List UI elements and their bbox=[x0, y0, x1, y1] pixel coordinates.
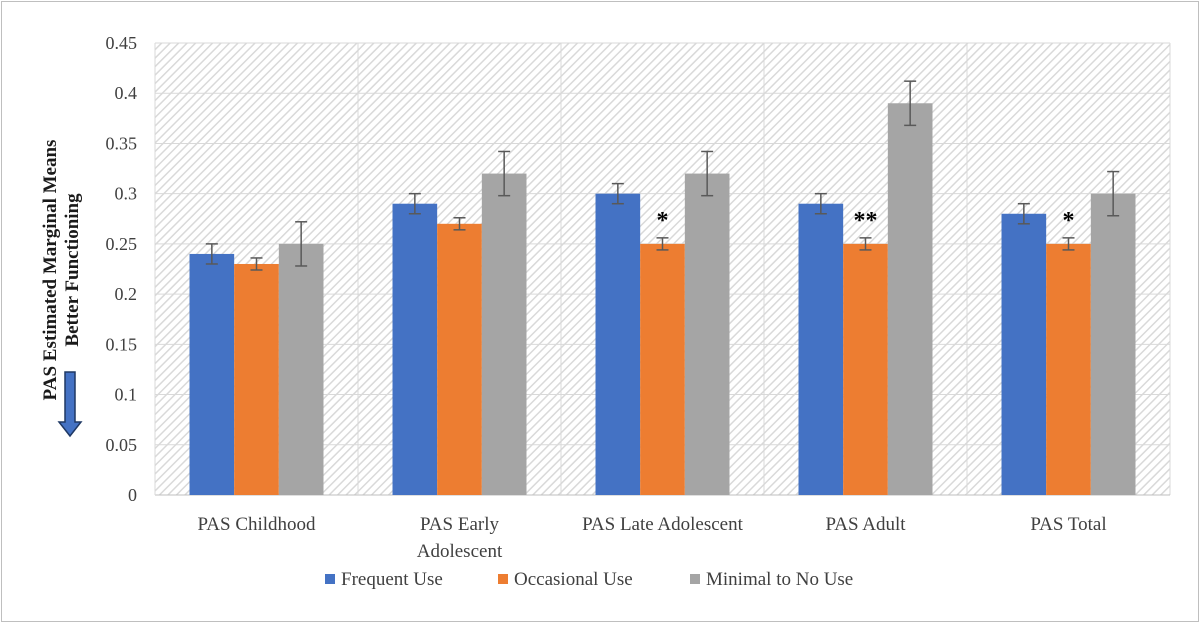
bar bbox=[798, 203, 844, 495]
x-category-label: PAS Late Adolescent bbox=[582, 514, 744, 535]
y-tick-label: 0.25 bbox=[106, 234, 138, 254]
x-category-label: PAS Adult bbox=[825, 514, 906, 535]
significance-marker: ** bbox=[854, 208, 878, 234]
x-category-label-line: PAS Childhood bbox=[197, 514, 316, 535]
legend-label: Frequent Use bbox=[341, 569, 443, 590]
bar bbox=[278, 243, 324, 495]
y-tick-label: 0.05 bbox=[106, 435, 138, 455]
x-category-label-line: PAS Total bbox=[1030, 514, 1106, 535]
y-tick-label: 0.15 bbox=[106, 334, 138, 354]
y-tick-label: 0.4 bbox=[115, 83, 138, 103]
y-axis-subtitle: Better Functioning bbox=[62, 193, 83, 347]
bar bbox=[1090, 193, 1136, 495]
down-arrow-icon bbox=[57, 371, 83, 438]
x-category-label-line: PAS Late Adolescent bbox=[582, 514, 744, 535]
y-tick-label: 0.2 bbox=[115, 284, 138, 304]
y-tick-label: 0.45 bbox=[106, 33, 138, 53]
y-tick-label: 0.1 bbox=[115, 385, 138, 405]
legend-swatch bbox=[690, 574, 700, 584]
legend-label: Minimal to No Use bbox=[706, 569, 853, 590]
x-category-label-line: PAS Adult bbox=[825, 514, 906, 535]
legend-swatch bbox=[498, 574, 508, 584]
bar bbox=[640, 243, 685, 495]
bar bbox=[595, 193, 641, 495]
y-axis-title: PAS Estimated Marginal Means bbox=[40, 140, 61, 401]
bar bbox=[1001, 213, 1047, 495]
significance-marker: * bbox=[1063, 208, 1075, 234]
legend-swatch bbox=[325, 574, 335, 584]
bar bbox=[392, 203, 438, 495]
x-category-label: PAS Early Adolescent bbox=[417, 514, 503, 562]
bar bbox=[437, 223, 482, 496]
bar bbox=[189, 253, 235, 495]
bar bbox=[887, 103, 933, 496]
legend-label: Occasional Use bbox=[514, 569, 633, 590]
significance-marker: * bbox=[657, 208, 669, 234]
bar bbox=[1046, 243, 1091, 495]
y-tick-label: 0.3 bbox=[115, 184, 138, 204]
bar bbox=[234, 263, 279, 495]
x-category-label-line: PAS Early bbox=[420, 514, 500, 535]
x-category-label-line: Adolescent bbox=[417, 541, 503, 562]
y-tick-label: 0 bbox=[128, 485, 137, 505]
bar bbox=[684, 173, 730, 496]
y-tick-label: 0.35 bbox=[106, 133, 138, 153]
bar bbox=[481, 173, 527, 496]
x-category-label: PAS Childhood bbox=[197, 514, 316, 535]
bar bbox=[843, 243, 888, 495]
x-category-label: PAS Total bbox=[1030, 514, 1106, 535]
